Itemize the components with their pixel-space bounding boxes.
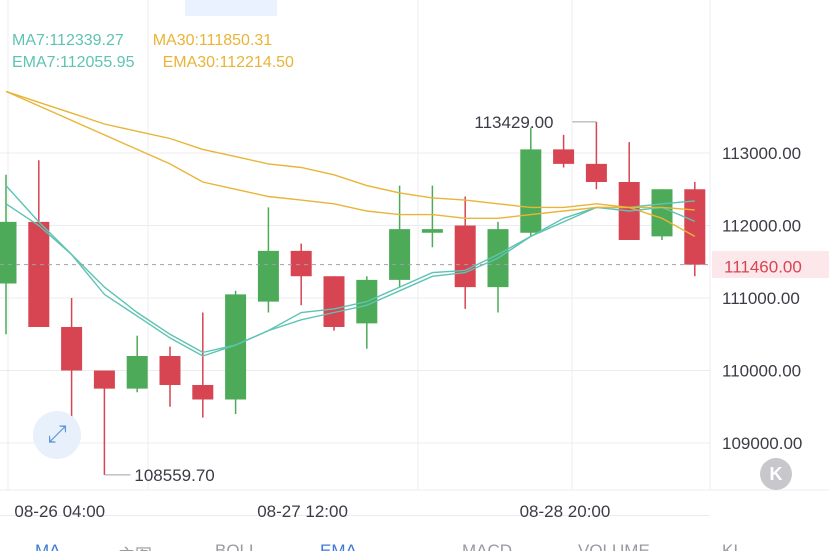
candle-body	[0, 221, 17, 284]
legend-entry: EMA30:112214.50	[163, 54, 294, 71]
min-price-label: 108559.70	[134, 466, 214, 485]
legend-entry: MA30:111850.31	[153, 32, 273, 49]
collapse-left-icon[interactable]: K	[760, 458, 792, 490]
last-price-label: 111460.00	[724, 258, 802, 277]
series-line-ma30	[5, 90, 696, 238]
series-line-ema30	[5, 90, 695, 220]
candle-body	[61, 327, 83, 371]
tab-main[interactable]: 主图	[118, 541, 152, 551]
expand-arrows-icon[interactable]: ⤢	[33, 411, 81, 459]
candle-body	[290, 250, 312, 277]
candle-body	[454, 225, 476, 288]
y-tick-label: 111000.00	[722, 289, 800, 308]
indicator-tab-bar: MA 主图 BOLL EMA MACD VOLUME KI	[0, 540, 829, 551]
series-line-ma7	[5, 185, 695, 357]
y-tick-label: 112000.00	[722, 217, 801, 236]
candle-body	[585, 163, 607, 182]
candle-body	[389, 229, 411, 280]
candle-body	[93, 370, 115, 389]
candle-body	[225, 294, 247, 400]
tab-ema[interactable]: EMA	[320, 541, 357, 551]
candle-body	[159, 356, 181, 385]
candle-body	[126, 356, 148, 389]
tab-volume[interactable]: VOLUME	[578, 541, 650, 551]
legend-entry: EMA7:112055.95	[12, 54, 135, 71]
candle-body	[28, 221, 50, 327]
y-tick-label: 113000.00	[722, 144, 801, 163]
x-tick-label: 08-27 12:00	[257, 502, 348, 521]
candle-body	[651, 189, 673, 237]
last-price-badge	[712, 251, 829, 278]
candle-body	[323, 276, 345, 327]
candle-body	[684, 189, 706, 265]
candle-body	[192, 385, 214, 400]
y-tick-label: 110000.00	[722, 362, 801, 381]
tab-ki[interactable]: KI	[722, 541, 739, 551]
candle-body	[257, 250, 279, 302]
candle-body	[553, 149, 575, 164]
x-tick-label: 08-26 04:00	[14, 502, 105, 521]
tab-boll[interactable]: BOLL	[215, 541, 259, 551]
max-price-label: 113429.00	[474, 113, 553, 132]
series-line-ema7	[5, 203, 696, 354]
candle-body	[421, 229, 443, 233]
top-tab-highlight[interactable]	[185, 0, 277, 16]
tab-macd[interactable]: MACD	[462, 541, 513, 551]
x-tick-label: 08-28 20:00	[520, 502, 611, 521]
candle-body	[520, 149, 542, 233]
tab-ma[interactable]: MA	[35, 541, 61, 551]
legend-entry: MA7:112339.27	[12, 32, 124, 49]
y-tick-label: 109000.00	[722, 434, 802, 453]
